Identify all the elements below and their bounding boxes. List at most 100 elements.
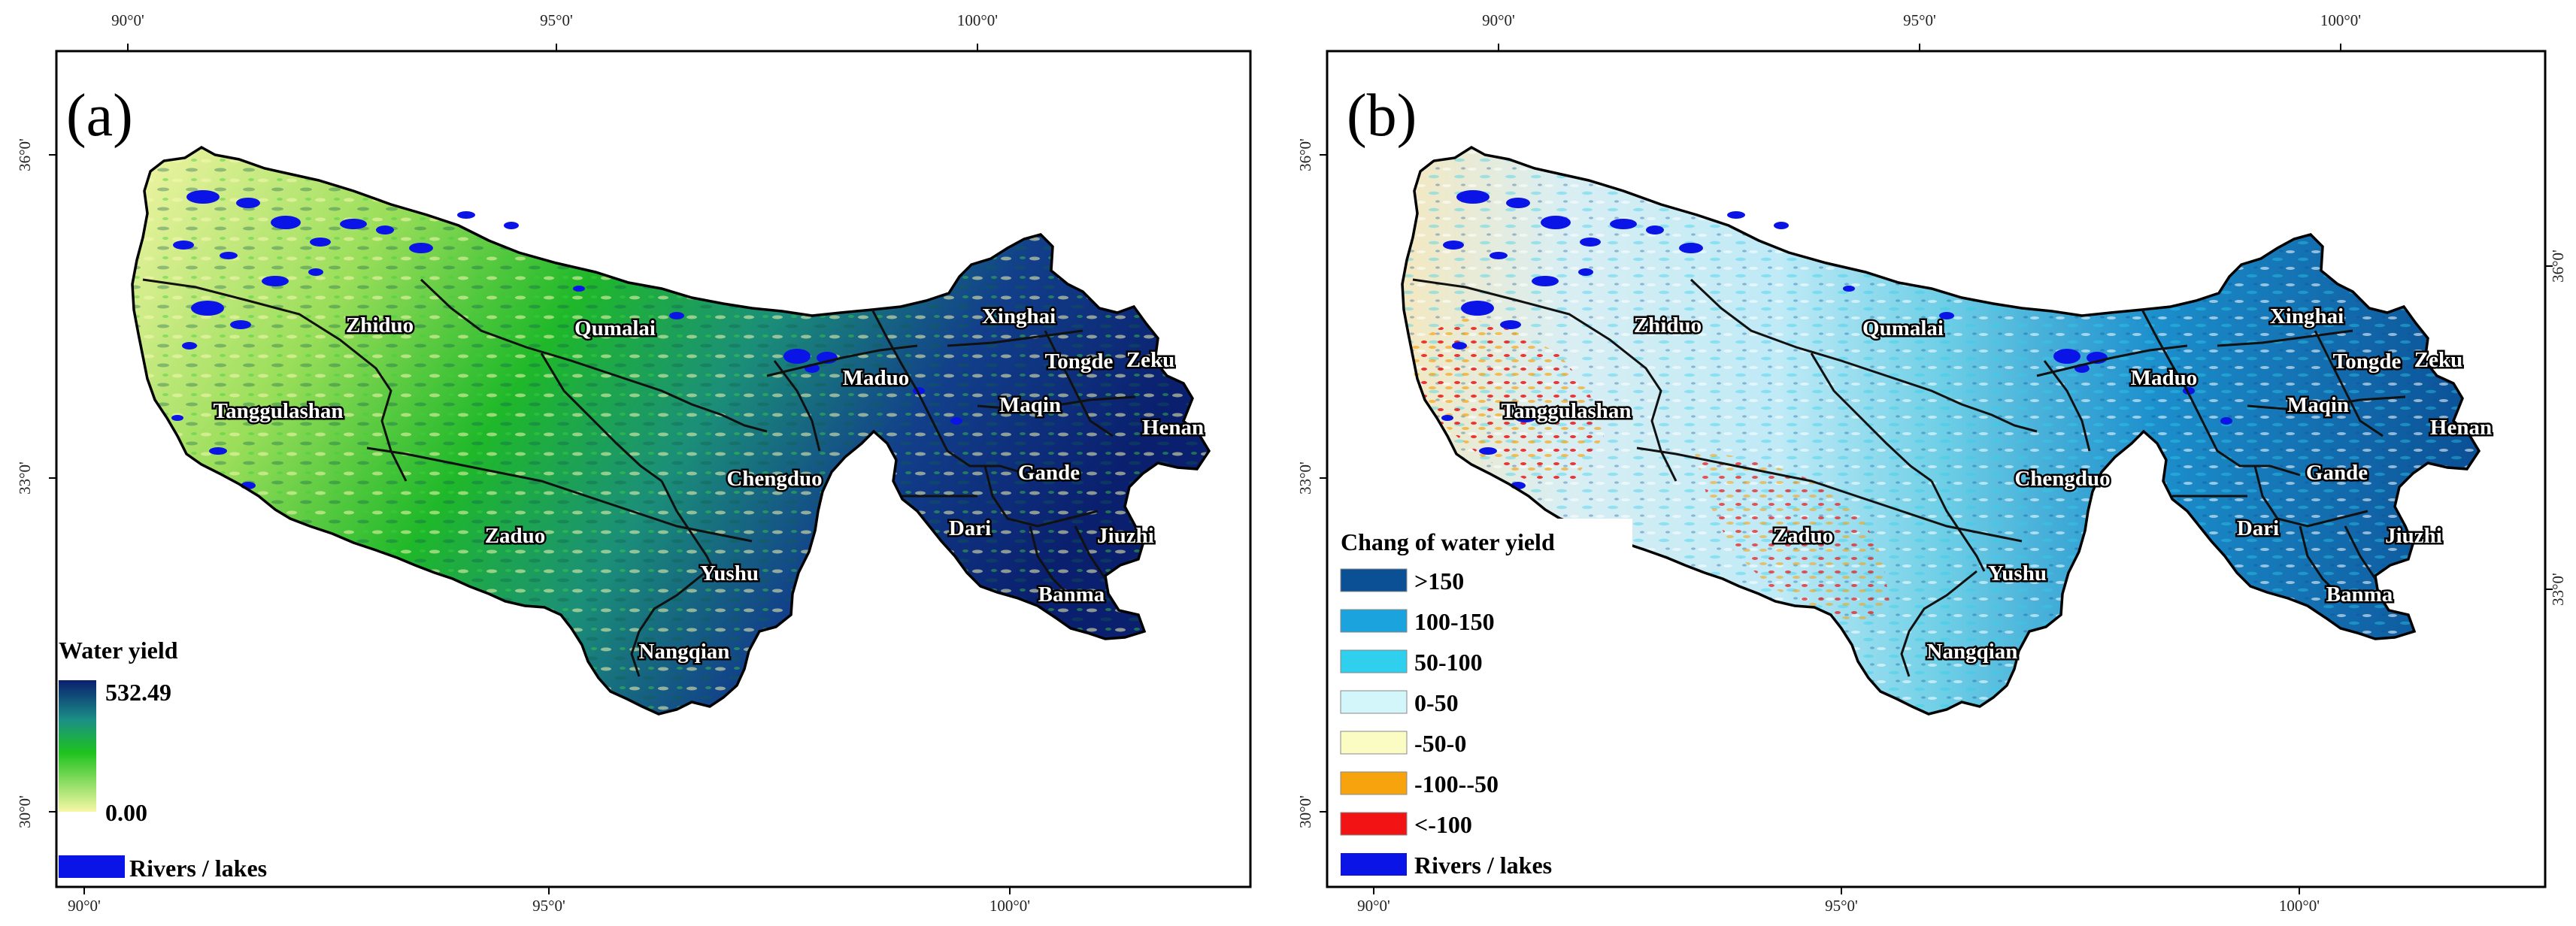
legend-class-label: 50-100 bbox=[1414, 649, 1483, 676]
lake-shape bbox=[783, 349, 811, 364]
place-label: Jiuzhi bbox=[2385, 524, 2442, 548]
place-label: Qumalai bbox=[1862, 316, 1944, 340]
coordinate-label: 36°0' bbox=[1296, 138, 1314, 171]
place-label: Nangqian bbox=[639, 640, 730, 664]
lake-shape bbox=[173, 241, 194, 250]
lake-shape bbox=[310, 238, 331, 247]
lake-shape bbox=[271, 216, 301, 229]
place-label: Chengduo bbox=[726, 467, 822, 491]
legend-rivers: Rivers / lakes bbox=[1414, 852, 1552, 879]
legend-swatch bbox=[1340, 771, 1408, 795]
place-label: Tongde bbox=[1045, 350, 1114, 374]
legend-swatch bbox=[1340, 690, 1408, 714]
place-label: Dari bbox=[2237, 516, 2279, 540]
place-label: Henan bbox=[1142, 416, 1204, 440]
legend: Chang of water yield >150 100-150 50-100 0-… bbox=[1332, 519, 1632, 882]
lake-shape bbox=[340, 219, 367, 229]
county-boundary bbox=[2217, 329, 2353, 347]
coordinate-label: 100°0' bbox=[957, 11, 998, 29]
coordinate-ticks: 90°0' 95°0' 100°0' 90°0' 95°0' 100°0' 36°0' 33°… bbox=[1296, 11, 2567, 915]
lake-shape bbox=[669, 312, 684, 319]
county-boundary bbox=[871, 309, 1031, 477]
lake-shape bbox=[1456, 190, 1490, 204]
lake-shape bbox=[191, 301, 224, 316]
legend-class-label: 100-150 bbox=[1414, 608, 1495, 635]
lake-shape bbox=[1541, 216, 1571, 229]
lake-shape bbox=[1939, 312, 1954, 319]
county-boundary bbox=[1900, 570, 1977, 677]
lake-shape bbox=[1443, 241, 1464, 250]
legend-swatch bbox=[1340, 568, 1408, 592]
place-label: Xinghai bbox=[2270, 304, 2344, 328]
county-boundary bbox=[1074, 525, 1107, 580]
coordinate-label: 95°0' bbox=[1903, 11, 1936, 29]
lake-shape bbox=[376, 225, 394, 235]
legend-swatch bbox=[1340, 812, 1408, 836]
county-boundary bbox=[540, 353, 662, 483]
lake-shape bbox=[2053, 349, 2080, 364]
legend-class-label: 0-50 bbox=[1414, 689, 1459, 716]
coordinate-label: 100°0' bbox=[989, 897, 1030, 915]
place-label: Zaduo bbox=[1773, 524, 1834, 548]
lake-shape bbox=[1506, 198, 1530, 208]
place-label: Henan bbox=[2430, 416, 2492, 440]
lake-shape bbox=[1452, 342, 1467, 350]
legend-river-swatch bbox=[1341, 853, 1407, 876]
county-boundary bbox=[660, 480, 716, 572]
lake-shape bbox=[1479, 447, 1497, 455]
county-boundary bbox=[2344, 525, 2377, 580]
lake-shape bbox=[1774, 222, 1789, 229]
legend-river-swatch bbox=[59, 855, 125, 878]
legend-gradient-bar bbox=[59, 680, 96, 812]
legend-class-label: -100--50 bbox=[1414, 770, 1499, 797]
place-label: Xinghai bbox=[982, 304, 1056, 328]
county-boundary bbox=[1636, 446, 2023, 543]
county-boundary bbox=[1930, 480, 1986, 572]
county-boundary bbox=[1810, 353, 1932, 483]
region-fill bbox=[131, 145, 1211, 716]
legend-swatch bbox=[1340, 609, 1408, 633]
coordinate-label: 33°0' bbox=[1296, 461, 1314, 495]
coordinate-label: 33°0' bbox=[16, 461, 34, 495]
legend-swatch bbox=[1340, 649, 1408, 673]
county-boundary bbox=[2253, 465, 2368, 528]
county-boundary bbox=[1690, 278, 2038, 433]
place-label: Maqin bbox=[2287, 393, 2349, 417]
coordinate-label: 90°0' bbox=[1357, 897, 1390, 915]
panel-b-map: 90°0' 95°0' 100°0' 90°0' 95°0' 100°0' 36°0' 33°… bbox=[1296, 11, 2567, 915]
place-label: Zhiduo bbox=[346, 313, 414, 337]
place-label: Zaduo bbox=[485, 524, 546, 548]
place-label: Yushu bbox=[1988, 561, 2047, 586]
coordinate-label: 90°0' bbox=[111, 11, 144, 29]
place-label: Zhiduo bbox=[1634, 313, 1702, 337]
county-boundary bbox=[947, 329, 1083, 347]
lake-shape bbox=[1727, 211, 1745, 219]
lake-shape bbox=[245, 413, 266, 422]
lake-shape bbox=[1578, 268, 1593, 276]
county-boundary bbox=[142, 278, 408, 482]
lake-shape bbox=[504, 222, 519, 229]
change-fill bbox=[1401, 145, 2481, 716]
place-label: Maduo bbox=[2131, 366, 2198, 390]
coordinate-label: 30°0' bbox=[16, 795, 34, 828]
place-label: Gande bbox=[1018, 461, 1080, 485]
place-label: Chengduo bbox=[2014, 467, 2110, 491]
legend-max: 532.49 bbox=[105, 679, 171, 706]
place-label: Tanggulashan bbox=[1501, 399, 1631, 423]
coordinate-label: 100°0' bbox=[2279, 897, 2320, 915]
coordinate-label: 36°0' bbox=[16, 138, 34, 171]
place-label: Banma bbox=[1038, 583, 1105, 607]
coordinate-label: 30°0' bbox=[1296, 795, 1314, 828]
legend-class-label: -50-0 bbox=[1414, 730, 1466, 757]
coordinate-label: 100°0' bbox=[2320, 11, 2361, 29]
lake-shape bbox=[230, 320, 251, 329]
legend-title: Chang of water yield bbox=[1341, 528, 1555, 555]
place-label: Jiuzhi bbox=[1097, 524, 1154, 548]
lake-shape bbox=[1843, 286, 1855, 292]
county-boundary bbox=[2299, 525, 2339, 595]
lake-shape bbox=[1441, 415, 1453, 421]
county-boundary bbox=[983, 465, 1099, 528]
legend-swatch bbox=[1340, 731, 1408, 755]
lake-shape bbox=[186, 190, 220, 204]
lake-shape bbox=[950, 417, 962, 425]
